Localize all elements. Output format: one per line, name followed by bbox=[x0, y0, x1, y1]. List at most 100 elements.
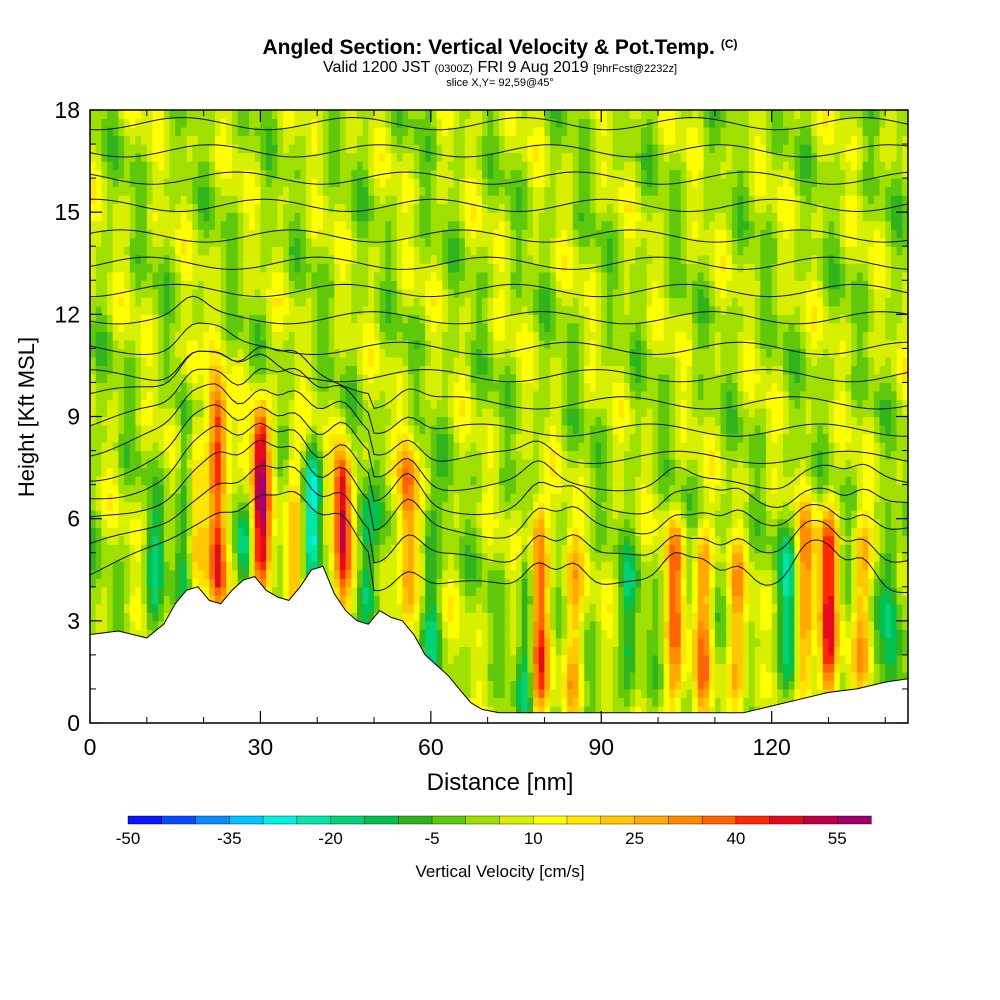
field-cell bbox=[345, 331, 352, 341]
field-cell bbox=[322, 493, 330, 503]
field-cell bbox=[402, 203, 409, 213]
field-cell bbox=[260, 288, 267, 298]
field-cell bbox=[362, 595, 369, 605]
field-cell bbox=[396, 331, 404, 341]
field-cell bbox=[470, 271, 477, 281]
field-cell bbox=[186, 408, 193, 418]
field-cell bbox=[305, 288, 313, 298]
field-cell bbox=[288, 552, 296, 562]
field-cell bbox=[158, 595, 165, 605]
field-cell bbox=[101, 186, 108, 196]
field-cell bbox=[362, 254, 369, 264]
field-cell bbox=[260, 135, 267, 145]
field-cell bbox=[442, 288, 449, 298]
field-cell bbox=[413, 433, 421, 443]
slice-info: slice X,Y= 92,59@45° bbox=[446, 77, 554, 89]
field-cell bbox=[351, 110, 358, 120]
field-cell bbox=[430, 595, 438, 605]
field-cell bbox=[442, 263, 449, 273]
field-cell bbox=[266, 476, 273, 486]
field-cell bbox=[357, 280, 364, 290]
field-cell bbox=[180, 229, 188, 239]
field-cell bbox=[374, 578, 381, 588]
field-cell bbox=[385, 391, 392, 401]
field-cell bbox=[124, 271, 131, 281]
field-cell bbox=[266, 169, 273, 179]
field-cell bbox=[232, 433, 239, 443]
field-cell bbox=[288, 459, 296, 469]
field-cell bbox=[237, 408, 244, 418]
field-cell bbox=[232, 544, 239, 554]
field-cell bbox=[135, 373, 142, 383]
field-cell bbox=[180, 314, 188, 324]
field-cell bbox=[464, 118, 472, 128]
field-cell bbox=[442, 229, 449, 239]
field-cell bbox=[129, 314, 137, 324]
field-cell bbox=[146, 280, 154, 290]
field-cell bbox=[374, 603, 381, 613]
field-cell bbox=[328, 203, 335, 213]
field-cell bbox=[419, 476, 426, 486]
field-cell bbox=[476, 127, 483, 137]
field-cell bbox=[283, 578, 290, 588]
field-cell bbox=[396, 314, 404, 324]
field-cell bbox=[124, 442, 131, 452]
field-cell bbox=[436, 348, 443, 358]
field-cell bbox=[283, 535, 290, 545]
field-cell bbox=[95, 280, 102, 290]
field-cell bbox=[419, 373, 426, 383]
field-cell bbox=[129, 322, 137, 332]
field-cell bbox=[413, 229, 421, 239]
field-cell bbox=[249, 442, 256, 452]
field-cell bbox=[385, 416, 392, 426]
field-cell bbox=[396, 569, 404, 579]
field-cell bbox=[260, 203, 267, 213]
field-cell bbox=[203, 229, 210, 239]
field-cell bbox=[129, 586, 137, 596]
field-cell bbox=[391, 552, 398, 562]
field-cell bbox=[396, 305, 404, 315]
field-cell bbox=[283, 416, 290, 426]
field-cell bbox=[300, 356, 307, 366]
field-cell bbox=[112, 169, 119, 179]
field-cell bbox=[357, 544, 364, 554]
field-cell bbox=[271, 399, 279, 409]
field-cell bbox=[288, 178, 296, 188]
field-cell bbox=[260, 178, 267, 188]
field-cell bbox=[368, 365, 375, 375]
field-cell bbox=[459, 161, 466, 171]
field-cell bbox=[408, 152, 415, 162]
field-cell bbox=[266, 510, 273, 520]
field-cell bbox=[345, 527, 352, 537]
field-cell bbox=[402, 578, 409, 588]
field-cell bbox=[345, 288, 352, 298]
field-cell bbox=[288, 493, 296, 503]
field-cell bbox=[470, 220, 477, 230]
field-cell bbox=[459, 654, 466, 664]
field-cell bbox=[90, 467, 97, 477]
field-cell bbox=[300, 220, 307, 230]
field-cell bbox=[430, 203, 438, 213]
field-cell bbox=[175, 501, 182, 511]
field-cell bbox=[396, 399, 404, 409]
field-cell bbox=[470, 280, 477, 290]
field-cell bbox=[175, 169, 182, 179]
field-cell bbox=[379, 305, 386, 315]
field-cell bbox=[186, 425, 193, 435]
field-cell bbox=[192, 416, 199, 426]
field-cell bbox=[300, 365, 307, 375]
field-cell bbox=[374, 288, 381, 298]
field-cell bbox=[146, 493, 154, 503]
field-cell bbox=[334, 510, 341, 520]
field-cell bbox=[141, 459, 148, 469]
field-cell bbox=[266, 127, 273, 137]
field-cell bbox=[453, 373, 460, 383]
field-cell bbox=[425, 578, 432, 588]
field-cell bbox=[391, 510, 398, 520]
field-cell bbox=[425, 127, 432, 137]
field-cell bbox=[379, 195, 386, 205]
field-cell bbox=[101, 476, 108, 486]
field-cell bbox=[379, 373, 386, 383]
field-cell bbox=[112, 612, 119, 622]
field-cell bbox=[339, 110, 347, 120]
